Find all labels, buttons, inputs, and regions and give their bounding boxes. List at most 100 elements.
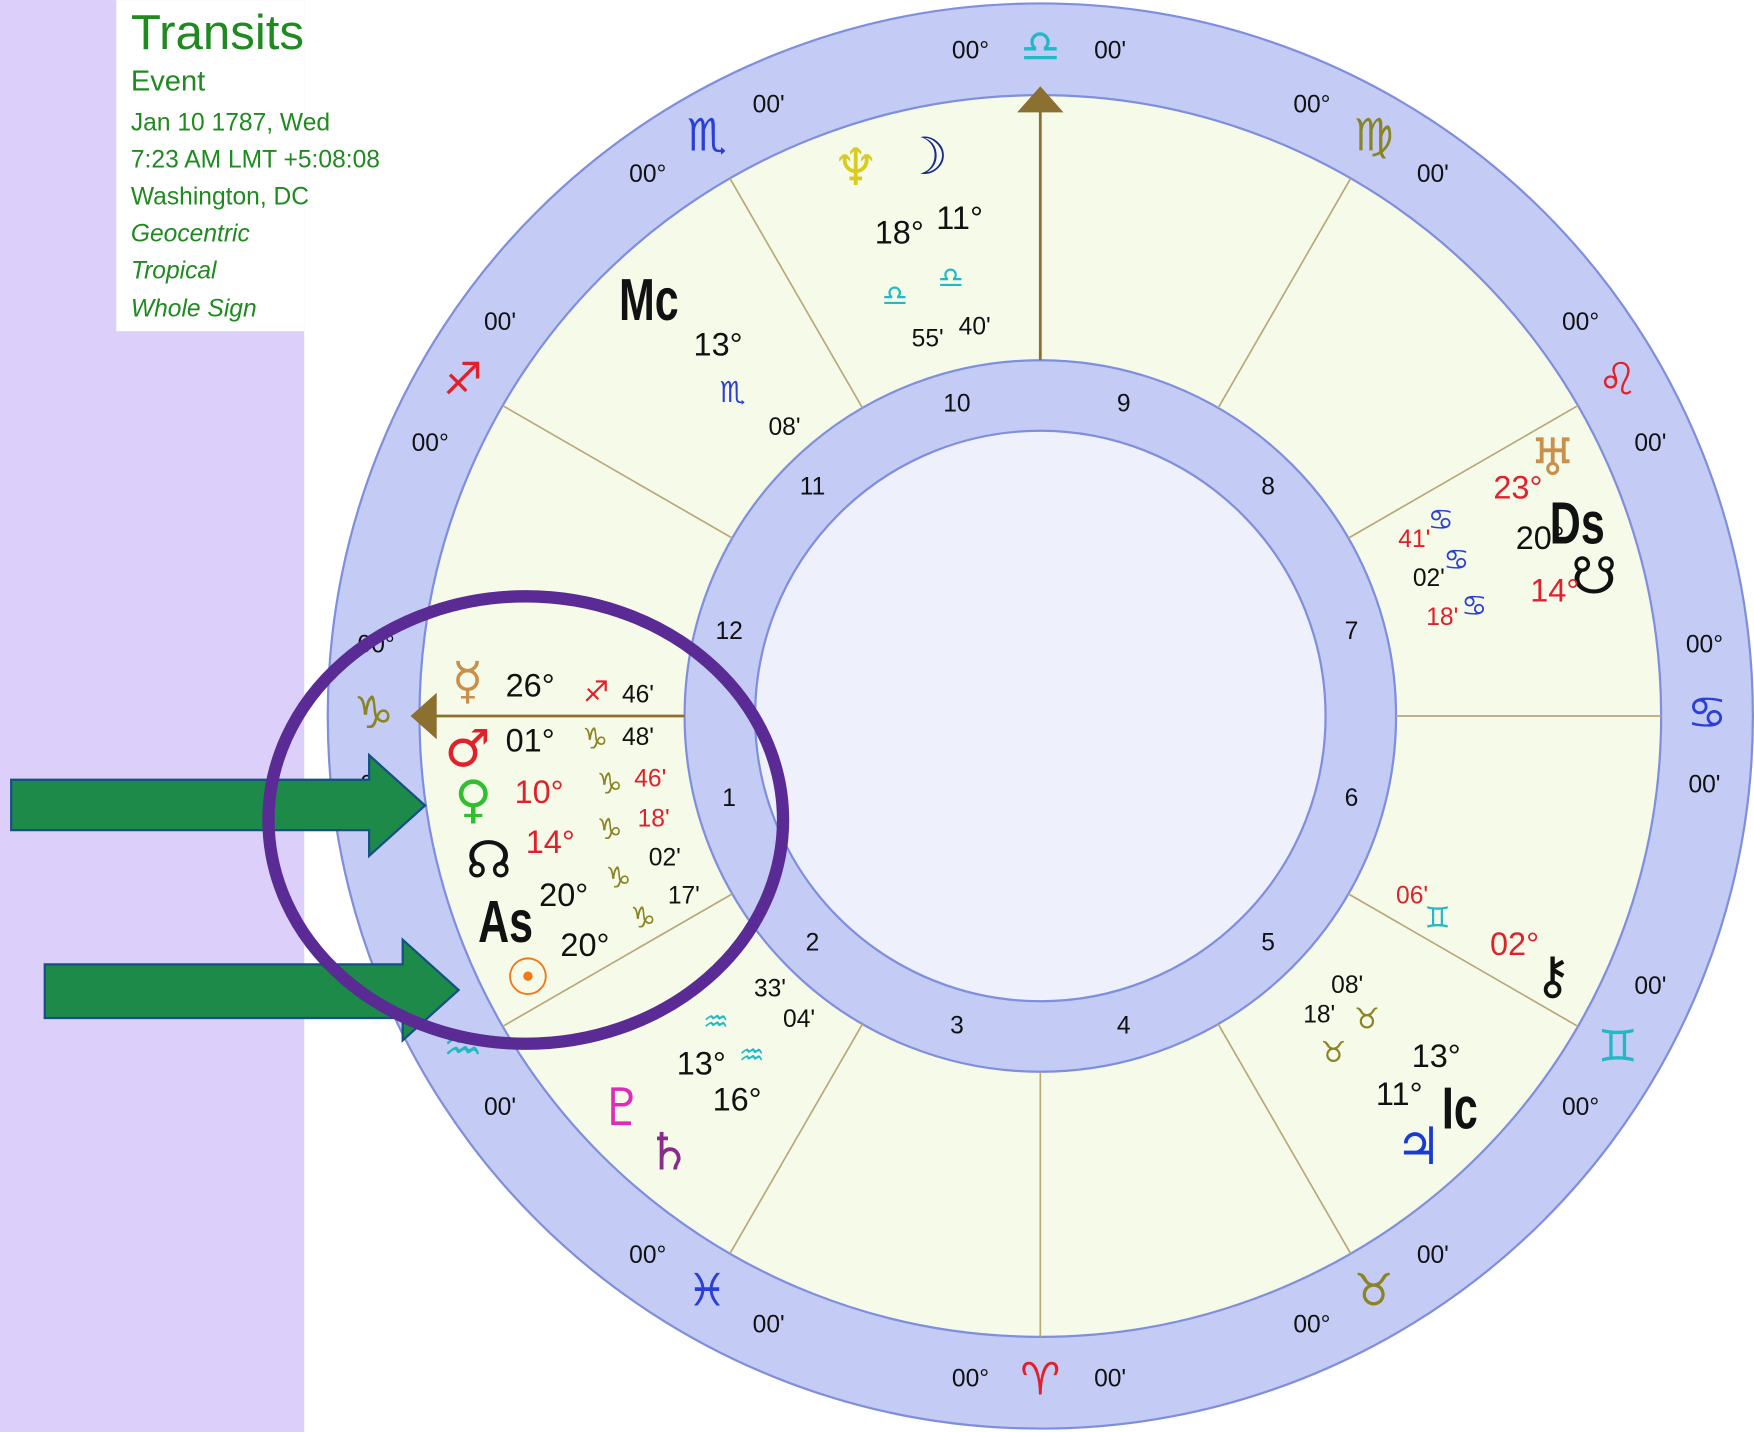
- point-sign: ♋: [1461, 588, 1487, 622]
- event-place: Washington, DC: [131, 184, 309, 211]
- point-minutes: 40': [959, 313, 991, 340]
- point-glyph: ♄: [646, 1123, 692, 1183]
- sign-minutes: 00': [1634, 973, 1666, 1000]
- point-sign: ♋: [1443, 543, 1469, 577]
- event-time: 7:23 AM LMT +5:08:08: [131, 147, 380, 174]
- highlight-ellipse: [262, 590, 790, 1050]
- point-minutes: 46': [634, 765, 666, 792]
- point-degree: 26°: [506, 668, 555, 704]
- point-degree: 13°: [677, 1046, 726, 1082]
- point-degree: 20°: [1516, 520, 1565, 556]
- point-minutes: 06': [1396, 883, 1428, 910]
- house-cusp-line: [1217, 1023, 1352, 1255]
- zodiac-center: Geocentric: [131, 220, 251, 247]
- house-number: 9: [1117, 390, 1131, 417]
- sign-minutes: 00': [1094, 37, 1126, 64]
- point-minutes: 48': [622, 724, 654, 751]
- sign-degree: 00°: [952, 1366, 989, 1393]
- house-cusp-line: [1217, 177, 1352, 409]
- sign-degree: 00°: [1293, 91, 1330, 118]
- point-minutes: 04': [783, 1006, 815, 1033]
- info-box: [116, 0, 305, 332]
- house-number: 6: [1345, 785, 1359, 812]
- point-degree: 18°: [875, 215, 924, 251]
- sign-glyph: ♓: [687, 1263, 727, 1316]
- point-degree: 11°: [936, 200, 983, 236]
- axis-arrowhead: [410, 692, 437, 740]
- point-degree: 10°: [515, 774, 564, 810]
- point-sign: ♉: [1320, 1035, 1346, 1069]
- house-number: 4: [1117, 1013, 1131, 1040]
- sign-degree: 00°: [1293, 1312, 1330, 1339]
- point-sign: ♒: [703, 1005, 729, 1039]
- point-minutes: 17': [668, 883, 700, 910]
- point-minutes: 33': [754, 976, 786, 1003]
- point-glyph: ♆: [833, 138, 879, 198]
- house-cusp-line: [1347, 404, 1579, 539]
- point-degree: 14°: [526, 824, 575, 860]
- point-glyph: ☉: [505, 948, 551, 1008]
- sign-degree: 00°: [1562, 309, 1599, 336]
- point-sign: ♑: [582, 722, 608, 756]
- chart-title: Transits: [131, 5, 304, 60]
- center-disc: [753, 429, 1327, 1003]
- sign-glyph: ♎: [1020, 19, 1060, 72]
- point-minutes: 18': [1303, 1001, 1335, 1028]
- point-degree: 23°: [1493, 470, 1542, 506]
- axis-arrowhead: [1017, 86, 1064, 113]
- point-minutes: 08': [1331, 972, 1363, 999]
- point-sign: ♎: [882, 279, 908, 313]
- point-minutes: 02': [649, 845, 681, 872]
- sign-minutes: 00': [1634, 430, 1666, 457]
- point-minutes: 18': [1426, 604, 1458, 631]
- house-cusp-line: [1347, 893, 1579, 1028]
- house-number: 12: [715, 618, 742, 645]
- point-minutes: 41': [1398, 526, 1430, 553]
- event-date: Jan 10 1787, Wed: [131, 110, 330, 137]
- point-glyph: ☋: [1571, 547, 1617, 607]
- point-minutes: 46': [622, 681, 654, 708]
- point-sign: ♐: [583, 675, 609, 709]
- point-degree: 02°: [1490, 926, 1539, 962]
- house-number: 8: [1261, 474, 1275, 501]
- sign-glyph: ♏: [687, 109, 727, 162]
- point-degree: 16°: [713, 1081, 762, 1117]
- sign-glyph: ♉: [1354, 1263, 1394, 1316]
- sign-glyph: ♌: [1598, 353, 1638, 406]
- sign-glyph: ♋: [1687, 686, 1727, 739]
- point-glyph: ♅: [1530, 428, 1576, 488]
- sign-minutes: 00': [1417, 161, 1449, 188]
- point-sign: ♑: [597, 812, 623, 846]
- sign-glyph: ♍: [1354, 109, 1394, 162]
- point-sign: ♎: [938, 261, 964, 295]
- point-minutes: 18': [638, 806, 670, 833]
- sign-degree: 00°: [629, 161, 666, 188]
- sign-degree: 00°: [412, 430, 449, 457]
- arrow-annotation: [10, 752, 427, 859]
- point-glyph: Mc: [619, 266, 679, 332]
- sign-minutes: 00': [484, 309, 516, 336]
- point-glyph: ☿: [452, 652, 484, 712]
- sign-degree: 00°: [629, 1242, 666, 1269]
- point-degree: 11°: [1376, 1076, 1423, 1112]
- house-number: 2: [806, 929, 820, 956]
- house-cusp-line: [729, 1023, 864, 1255]
- chart-labels: ♋ 00° 00' ♌ 00° 00' ♍ 00° 00' ♎ 00° 00' ♏ 00° 00' ♐ 00° 0…: [354, 19, 1728, 1405]
- point-sign: ♋: [1428, 502, 1454, 536]
- house-lines: [410, 86, 1662, 1337]
- point-sign: ♒: [739, 1038, 765, 1072]
- point-glyph: ♀: [454, 770, 492, 830]
- point-degree: 20°: [560, 927, 609, 963]
- point-degree: 14°: [1530, 573, 1579, 609]
- point-degree: 13°: [694, 326, 743, 362]
- sign-minutes: 00': [484, 1094, 516, 1121]
- house-number: 11: [800, 474, 826, 501]
- point-minutes: 55': [912, 326, 944, 353]
- point-degree: 13°: [1412, 1038, 1461, 1074]
- point-glyph: Ic: [1442, 1075, 1478, 1141]
- point-glyph: ♃: [1395, 1117, 1441, 1177]
- point-sign: ♑: [630, 901, 656, 935]
- point-degree: 01°: [506, 722, 555, 758]
- point-glyph: Ds: [1550, 490, 1605, 556]
